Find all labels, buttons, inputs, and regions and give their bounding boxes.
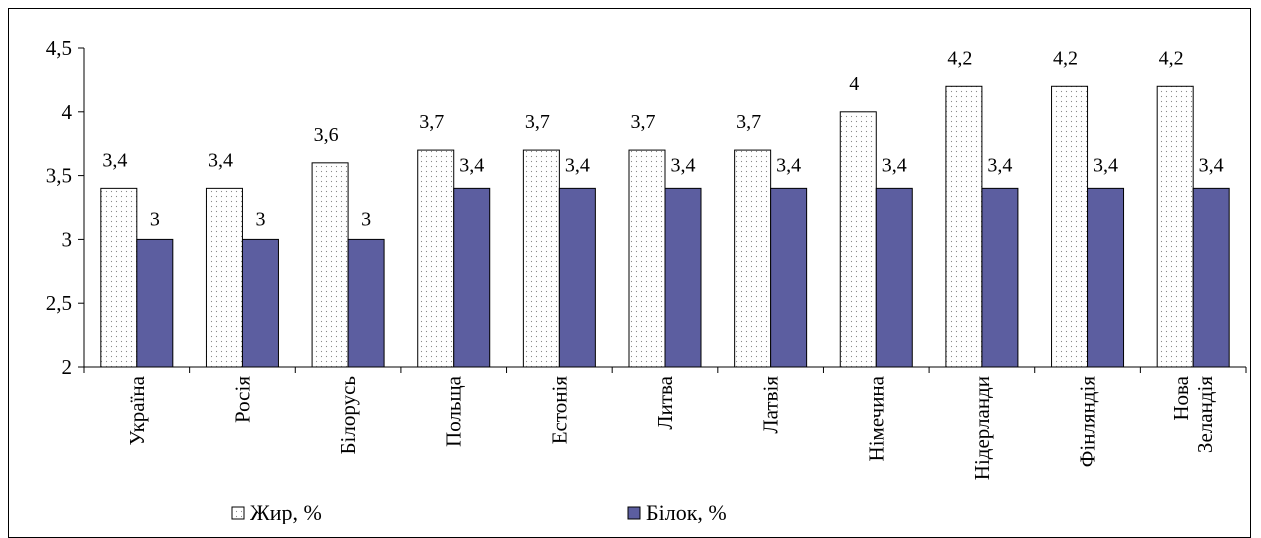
data-label-fat: 3,6 <box>314 124 339 146</box>
category-label: Естонія <box>547 376 571 445</box>
data-label-fat: 4,2 <box>1159 47 1184 69</box>
data-label-fat: 3,4 <box>208 149 233 171</box>
bar-protein <box>136 238 174 368</box>
category-label: Польща <box>442 375 466 447</box>
bar-fat <box>417 149 455 368</box>
category-label: Зеландія <box>1193 376 1217 453</box>
legend-swatch-protein <box>627 506 641 520</box>
data-label-protein: 3,4 <box>987 154 1012 176</box>
data-label-fat: 4,2 <box>1053 47 1078 69</box>
data-label-protein: 3 <box>150 208 160 230</box>
bar-fat <box>945 85 983 368</box>
bar-protein <box>770 187 808 368</box>
bar-protein <box>347 238 385 368</box>
category-label: Нова <box>1169 375 1193 420</box>
data-label-protein: 3,4 <box>459 154 484 176</box>
bar-fat <box>205 187 243 368</box>
bar-fat <box>628 149 666 368</box>
bar-fat <box>311 162 349 368</box>
category-label: Білорусь <box>336 376 360 455</box>
bar-fat <box>734 149 772 368</box>
data-label-protein: 3,4 <box>1093 154 1118 176</box>
bar-fat <box>1051 85 1089 368</box>
category-label: Латвія <box>759 376 783 434</box>
data-label-fat: 3,7 <box>736 111 761 133</box>
data-label-protein: 3,4 <box>882 154 907 176</box>
bar-protein <box>1192 187 1230 368</box>
legend-swatch-fat <box>231 506 245 520</box>
y-tick-label: 4 <box>62 100 73 124</box>
bar-fat <box>522 149 560 368</box>
bar-protein <box>875 187 913 368</box>
legend-label-protein: Білок, % <box>646 500 727 524</box>
bar-chart: 2 2,5 3 3,5 4 4,5 Україна Росія Білорусь Польща Ес… <box>46 36 1247 524</box>
bar-protein <box>453 187 491 368</box>
y-tick-label: 2 <box>62 355 73 379</box>
bar-protein <box>981 187 1019 368</box>
y-tick-label: 3 <box>62 227 73 251</box>
data-label-protein: 3 <box>255 208 265 230</box>
category-label: Литва <box>653 375 677 429</box>
category-label: Фінляндія <box>1076 376 1100 468</box>
data-label-protein: 3,4 <box>671 154 696 176</box>
y-tick-label: 2,5 <box>46 291 72 315</box>
bar-fat <box>1156 85 1194 368</box>
bar-protein <box>558 187 596 368</box>
data-label-fat: 3,7 <box>419 111 444 133</box>
data-label-fat: 3,7 <box>525 111 550 133</box>
data-label-protein: 3,4 <box>776 154 801 176</box>
y-tick-label: 3,5 <box>46 164 72 188</box>
data-label-protein: 3 <box>361 208 371 230</box>
bar-fat <box>100 187 138 368</box>
bar-protein <box>664 187 702 368</box>
category-label: Україна <box>125 375 149 445</box>
data-label-fat: 3,7 <box>631 111 656 133</box>
legend-label-fat: Жир, % <box>250 500 322 524</box>
data-label-fat: 4,2 <box>947 47 972 69</box>
y-tick-label: 4,5 <box>46 36 72 60</box>
legend: Жир, % Білок, % <box>231 500 727 524</box>
category-label: Росія <box>230 376 254 423</box>
data-labels: 3,4 3 3,4 3 3,6 3 3,7 3,4 3,7 3,4 3,7 3,4 3,7 3,4 4 3,4… <box>102 47 1223 230</box>
bars <box>100 85 1230 368</box>
data-label-protein: 3,4 <box>565 154 590 176</box>
bar-protein <box>241 238 279 368</box>
data-label-fat: 3,4 <box>102 149 127 171</box>
bar-fat <box>839 111 877 368</box>
data-label-protein: 3,4 <box>1199 154 1224 176</box>
category-label: Нідерланди <box>970 376 994 480</box>
bar-protein <box>1087 187 1125 368</box>
category-label: Німечина <box>864 375 888 461</box>
data-label-fat: 4 <box>849 73 859 95</box>
